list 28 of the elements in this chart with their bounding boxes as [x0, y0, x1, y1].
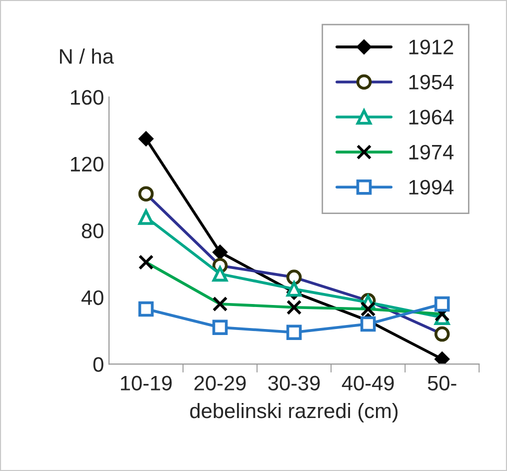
point	[212, 266, 228, 282]
legend-label: 1994	[409, 180, 454, 195]
x-tick-label: 50-	[428, 376, 456, 390]
legend-label: 1974	[409, 144, 454, 160]
legend-label: 1954	[409, 74, 454, 90]
x-tick-label: 40-49	[342, 376, 394, 390]
y-tick-label: 120	[70, 156, 104, 172]
y-tick-label: 0	[93, 357, 104, 372]
y-tick-label: 40	[81, 290, 104, 306]
point	[286, 324, 302, 340]
x-tick-label: 30-39	[268, 376, 320, 390]
legend-label: 1964	[409, 110, 454, 125]
point	[138, 131, 154, 146]
x-tick-label: 20-29	[194, 376, 246, 390]
y-tick-label: 160	[70, 90, 104, 105]
point	[138, 301, 154, 317]
point	[434, 296, 450, 312]
y-tick-label: 80	[82, 224, 104, 238]
point	[138, 210, 154, 225]
x-tick-label: 10-19	[120, 376, 172, 390]
point	[286, 281, 302, 297]
point	[212, 244, 228, 260]
y-axis-title: N / ha	[60, 48, 114, 64]
legend-label: 1912	[409, 40, 454, 54]
point	[434, 352, 450, 364]
x-axis-title: debelinski razredi (cm)	[190, 402, 398, 422]
point	[360, 316, 376, 332]
point	[212, 320, 228, 336]
